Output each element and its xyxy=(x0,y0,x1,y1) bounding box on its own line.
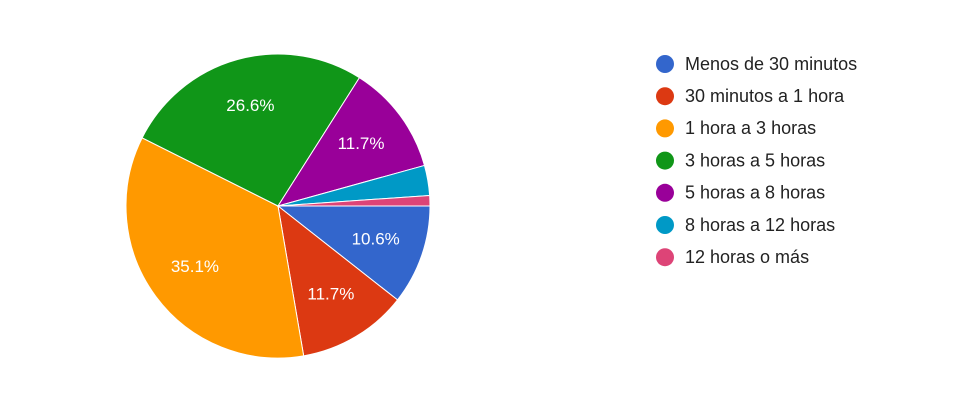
legend-label: 30 minutos a 1 hora xyxy=(685,86,845,106)
slice-label: 10.6% xyxy=(352,229,400,248)
slice-label: 11.7% xyxy=(338,134,385,153)
legend-marker xyxy=(656,55,674,73)
pie-slice xyxy=(277,194,431,207)
legend-marker xyxy=(656,183,674,202)
pie-slice xyxy=(276,205,431,301)
slice-label: 26.6% xyxy=(226,96,274,115)
legend-label: 5 horas a 8 horas xyxy=(685,183,825,203)
legend-marker xyxy=(656,248,674,267)
slice-label: 11.7% xyxy=(307,284,354,303)
legend-label: 1 hora a 3 horas xyxy=(685,118,816,138)
pie-slice xyxy=(277,204,399,357)
legend-marker xyxy=(656,119,674,138)
legend-marker xyxy=(656,87,674,106)
pie-slice xyxy=(125,137,305,359)
legend-label: 8 horas a 12 horas xyxy=(685,215,835,235)
pie-slice xyxy=(276,76,426,207)
legend-marker xyxy=(656,216,674,234)
legend-marker xyxy=(656,151,674,170)
legend-label: 3 horas a 5 horas xyxy=(685,150,825,170)
slice-label: 35.1% xyxy=(171,257,219,276)
pie-slice xyxy=(141,53,361,207)
legend-label: Menos de 30 minutos xyxy=(685,54,857,74)
legend-label: 12 horas o más xyxy=(685,247,809,267)
